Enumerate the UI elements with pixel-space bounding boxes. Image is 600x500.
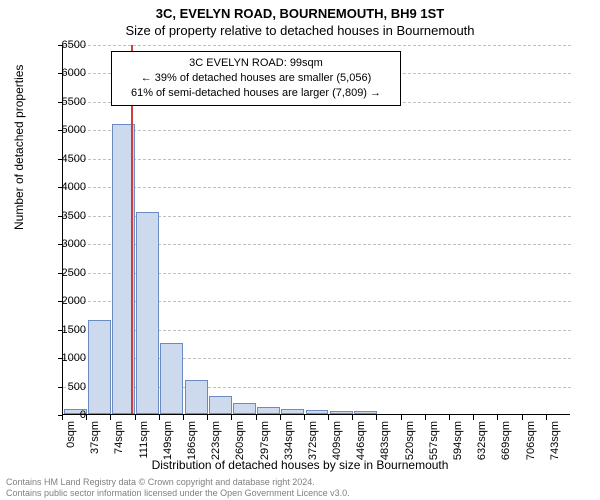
histogram-bar: [233, 403, 256, 414]
gridline: [63, 159, 571, 160]
ytick-label: 500: [46, 381, 86, 393]
ytick-label: 5500: [46, 96, 86, 108]
xtick-mark: [376, 415, 377, 420]
ytick-label: 3000: [46, 238, 86, 250]
ytick-label: 2500: [46, 267, 86, 279]
gridline: [63, 45, 571, 46]
ytick-label: 3500: [46, 210, 86, 222]
xtick-mark: [256, 415, 257, 420]
xtick-label: 669sqm: [500, 421, 512, 471]
histogram-bar: [281, 409, 304, 414]
xtick-mark: [159, 415, 160, 420]
xtick-label: 706sqm: [525, 421, 537, 471]
annotation-line1: 3C EVELYN ROAD: 99sqm: [120, 56, 392, 71]
xtick-label: 483sqm: [379, 421, 391, 471]
xtick-label: 334sqm: [283, 421, 295, 471]
annotation-line3: 61% of semi-detached houses are larger (…: [120, 86, 392, 101]
xtick-mark: [497, 415, 498, 420]
chart-plot-area: 3C EVELYN ROAD: 99sqm← 39% of detached h…: [62, 45, 570, 415]
xtick-label: 111sqm: [138, 421, 150, 471]
xtick-label: 594sqm: [452, 421, 464, 471]
xtick-mark: [425, 415, 426, 420]
ytick-label: 6500: [46, 39, 86, 51]
histogram-bar: [160, 343, 183, 414]
xtick-label: 743sqm: [549, 421, 561, 471]
gridline: [63, 130, 571, 131]
histogram-bar: [306, 410, 329, 414]
xtick-mark: [522, 415, 523, 420]
histogram-bar: [354, 411, 377, 414]
xtick-mark: [352, 415, 353, 420]
ytick-label: 2000: [46, 295, 86, 307]
xtick-label: 632sqm: [476, 421, 488, 471]
histogram-bar: [257, 407, 280, 414]
xtick-label: 409sqm: [331, 421, 343, 471]
xtick-label: 297sqm: [259, 421, 271, 471]
xtick-mark: [62, 415, 63, 420]
chart-title-line2: Size of property relative to detached ho…: [0, 21, 600, 38]
footer-line1: Contains HM Land Registry data © Crown c…: [6, 477, 594, 487]
xtick-label: 520sqm: [404, 421, 416, 471]
ytick-label: 4000: [46, 181, 86, 193]
xtick-label: 37sqm: [89, 421, 101, 471]
xtick-label: 74sqm: [113, 421, 125, 471]
xtick-mark: [110, 415, 111, 420]
footer-line2: Contains public sector information licen…: [6, 488, 594, 498]
histogram-bar: [209, 396, 232, 414]
xtick-mark: [401, 415, 402, 420]
ytick-label: 0: [46, 409, 86, 421]
histogram-bar: [88, 320, 111, 414]
xtick-label: 260sqm: [234, 421, 246, 471]
ytick-label: 4500: [46, 153, 86, 165]
xtick-mark: [86, 415, 87, 420]
xtick-mark: [473, 415, 474, 420]
xtick-mark: [231, 415, 232, 420]
xtick-mark: [183, 415, 184, 420]
xtick-mark: [135, 415, 136, 420]
xtick-label: 186sqm: [186, 421, 198, 471]
ytick-label: 1000: [46, 352, 86, 364]
xtick-label: 557sqm: [428, 421, 440, 471]
annotation-box: 3C EVELYN ROAD: 99sqm← 39% of detached h…: [111, 51, 401, 106]
y-axis-label: Number of detached properties: [12, 65, 26, 230]
ytick-label: 6000: [46, 67, 86, 79]
xtick-label: 149sqm: [162, 421, 174, 471]
xtick-mark: [449, 415, 450, 420]
histogram-bar: [330, 411, 353, 414]
footer-attribution: Contains HM Land Registry data © Crown c…: [6, 477, 594, 498]
annotation-line2: ← 39% of detached houses are smaller (5,…: [120, 71, 392, 86]
plot-region: 3C EVELYN ROAD: 99sqm← 39% of detached h…: [62, 45, 570, 415]
xtick-label: 223sqm: [210, 421, 222, 471]
xtick-mark: [280, 415, 281, 420]
xtick-mark: [304, 415, 305, 420]
xtick-mark: [328, 415, 329, 420]
xtick-label: 446sqm: [355, 421, 367, 471]
ytick-label: 1500: [46, 324, 86, 336]
chart-title-line1: 3C, EVELYN ROAD, BOURNEMOUTH, BH9 1ST: [0, 0, 600, 21]
histogram-bar: [185, 380, 208, 414]
xtick-label: 372sqm: [307, 421, 319, 471]
xtick-mark: [546, 415, 547, 420]
xtick-label: 0sqm: [65, 421, 77, 471]
ytick-label: 5000: [46, 124, 86, 136]
gridline: [63, 187, 571, 188]
xtick-mark: [207, 415, 208, 420]
histogram-bar: [136, 212, 159, 414]
